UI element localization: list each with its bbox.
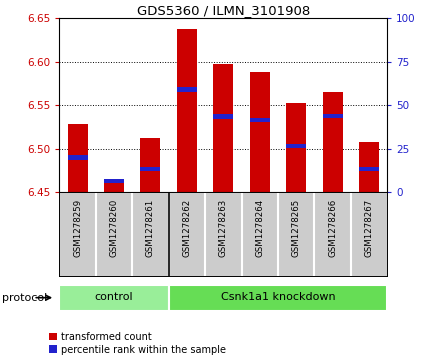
Text: GSM1278259: GSM1278259 bbox=[73, 199, 82, 257]
Text: protocol: protocol bbox=[2, 293, 48, 303]
Text: GSM1278266: GSM1278266 bbox=[328, 199, 337, 257]
Bar bbox=[213, 114, 233, 119]
Legend: transformed count, percentile rank within the sample: transformed count, percentile rank withi… bbox=[49, 332, 226, 355]
Text: GSM1278263: GSM1278263 bbox=[219, 199, 228, 257]
Bar bbox=[59, 285, 169, 311]
Bar bbox=[177, 87, 197, 92]
Text: GSM1278265: GSM1278265 bbox=[292, 199, 301, 257]
Text: GSM1278261: GSM1278261 bbox=[146, 199, 155, 257]
Bar bbox=[286, 144, 306, 148]
Text: GSM1278262: GSM1278262 bbox=[182, 199, 191, 257]
Text: GSM1278260: GSM1278260 bbox=[110, 199, 118, 257]
Text: control: control bbox=[95, 292, 133, 302]
Bar bbox=[68, 155, 88, 160]
Bar bbox=[359, 167, 379, 171]
Bar bbox=[177, 29, 197, 192]
Bar bbox=[213, 64, 233, 192]
Bar bbox=[104, 179, 124, 183]
Bar bbox=[140, 167, 161, 171]
Bar bbox=[169, 285, 387, 311]
Bar bbox=[104, 180, 124, 192]
Bar bbox=[323, 92, 343, 192]
Text: GSM1278264: GSM1278264 bbox=[255, 199, 264, 257]
Bar bbox=[323, 114, 343, 118]
Bar bbox=[250, 72, 270, 192]
Bar bbox=[140, 138, 161, 192]
Bar bbox=[250, 118, 270, 122]
Bar bbox=[359, 142, 379, 192]
Bar bbox=[68, 125, 88, 192]
Text: Csnk1a1 knockdown: Csnk1a1 knockdown bbox=[220, 292, 335, 302]
Bar bbox=[286, 103, 306, 192]
Text: GSM1278267: GSM1278267 bbox=[364, 199, 374, 257]
Title: GDS5360 / ILMN_3101908: GDS5360 / ILMN_3101908 bbox=[137, 4, 310, 17]
